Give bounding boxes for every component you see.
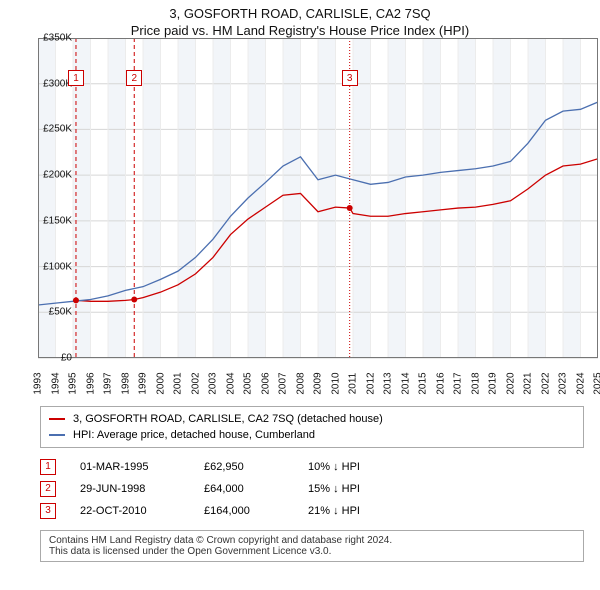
x-tick-label: 2025 (593, 369, 600, 399)
price-chart: £0£50K£100K£150K£200K£250K£300K£350K 199… (38, 38, 598, 398)
x-tick-label: 2001 (173, 369, 184, 399)
x-tick-label: 2011 (348, 369, 359, 399)
transaction-diff: 10% ↓ HPI (308, 456, 398, 478)
transaction-marker: 1 (40, 459, 56, 475)
event-marker-badge: 3 (342, 70, 358, 86)
x-tick-label: 2008 (295, 369, 306, 399)
y-tick-label: £100K (43, 261, 72, 272)
x-tick-label: 2002 (190, 369, 201, 399)
transaction-price: £62,950 (204, 456, 284, 478)
transaction-price: £64,000 (204, 478, 284, 500)
x-tick-label: 2005 (243, 369, 254, 399)
event-marker-badge: 2 (126, 70, 142, 86)
transaction-price: £164,000 (204, 500, 284, 522)
x-tick-label: 2019 (488, 369, 499, 399)
transaction-marker: 3 (40, 503, 56, 519)
transaction-row: 2 29-JUN-1998 £64,000 15% ↓ HPI (40, 478, 584, 500)
transaction-row: 3 22-OCT-2010 £164,000 21% ↓ HPI (40, 500, 584, 522)
x-tick-label: 2009 (313, 369, 324, 399)
y-tick-label: £350K (43, 33, 72, 44)
x-tick-label: 2010 (330, 369, 341, 399)
y-tick-label: £0 (61, 353, 72, 364)
x-tick-label: 2003 (208, 369, 219, 399)
x-tick-label: 2000 (155, 369, 166, 399)
x-tick-label: 1997 (103, 369, 114, 399)
x-tick-label: 2004 (225, 369, 236, 399)
x-tick-label: 2018 (470, 369, 481, 399)
legend-swatch (49, 418, 65, 420)
x-tick-label: 1995 (68, 369, 79, 399)
title-line-1: 3, GOSFORTH ROAD, CARLISLE, CA2 7SQ (10, 6, 590, 21)
x-tick-label: 2023 (558, 369, 569, 399)
transaction-diff: 15% ↓ HPI (308, 478, 398, 500)
x-tick-label: 2016 (435, 369, 446, 399)
legend-label: HPI: Average price, detached house, Cumb… (73, 427, 315, 443)
x-tick-label: 2013 (383, 369, 394, 399)
x-tick-label: 2020 (505, 369, 516, 399)
x-tick-label: 2012 (365, 369, 376, 399)
x-tick-label: 1994 (50, 369, 61, 399)
x-tick-label: 2024 (575, 369, 586, 399)
legend-item: HPI: Average price, detached house, Cumb… (49, 427, 575, 443)
transaction-marker: 2 (40, 481, 56, 497)
legend-item: 3, GOSFORTH ROAD, CARLISLE, CA2 7SQ (det… (49, 411, 575, 427)
transaction-date: 29-JUN-1998 (80, 478, 180, 500)
transaction-date: 22-OCT-2010 (80, 500, 180, 522)
x-tick-label: 2007 (278, 369, 289, 399)
transaction-row: 1 01-MAR-1995 £62,950 10% ↓ HPI (40, 456, 584, 478)
x-tick-label: 2006 (260, 369, 271, 399)
x-tick-label: 1993 (33, 369, 44, 399)
event-marker-badge: 1 (68, 70, 84, 86)
transaction-date: 01-MAR-1995 (80, 456, 180, 478)
x-tick-label: 2014 (400, 369, 411, 399)
y-tick-label: £50K (49, 307, 72, 318)
legend-swatch (49, 434, 65, 436)
legend-label: 3, GOSFORTH ROAD, CARLISLE, CA2 7SQ (det… (73, 411, 383, 427)
x-tick-label: 1998 (120, 369, 131, 399)
x-tick-label: 2021 (523, 369, 534, 399)
x-tick-label: 2015 (418, 369, 429, 399)
transaction-diff: 21% ↓ HPI (308, 500, 398, 522)
x-tick-label: 2022 (540, 369, 551, 399)
x-tick-label: 1999 (138, 369, 149, 399)
x-tick-label: 2017 (453, 369, 464, 399)
title-line-2: Price paid vs. HM Land Registry's House … (10, 23, 590, 38)
footer-line-2: This data is licensed under the Open Gov… (49, 546, 575, 557)
footer-line-1: Contains HM Land Registry data © Crown c… (49, 535, 575, 546)
legend-box: 3, GOSFORTH ROAD, CARLISLE, CA2 7SQ (det… (40, 406, 584, 448)
x-tick-label: 1996 (85, 369, 96, 399)
y-tick-label: £250K (43, 124, 72, 135)
y-tick-label: £200K (43, 170, 72, 181)
footer-notice: Contains HM Land Registry data © Crown c… (40, 530, 584, 562)
transactions-table: 1 01-MAR-1995 £62,950 10% ↓ HPI 2 29-JUN-1998… (40, 456, 584, 522)
y-tick-label: £150K (43, 215, 72, 226)
